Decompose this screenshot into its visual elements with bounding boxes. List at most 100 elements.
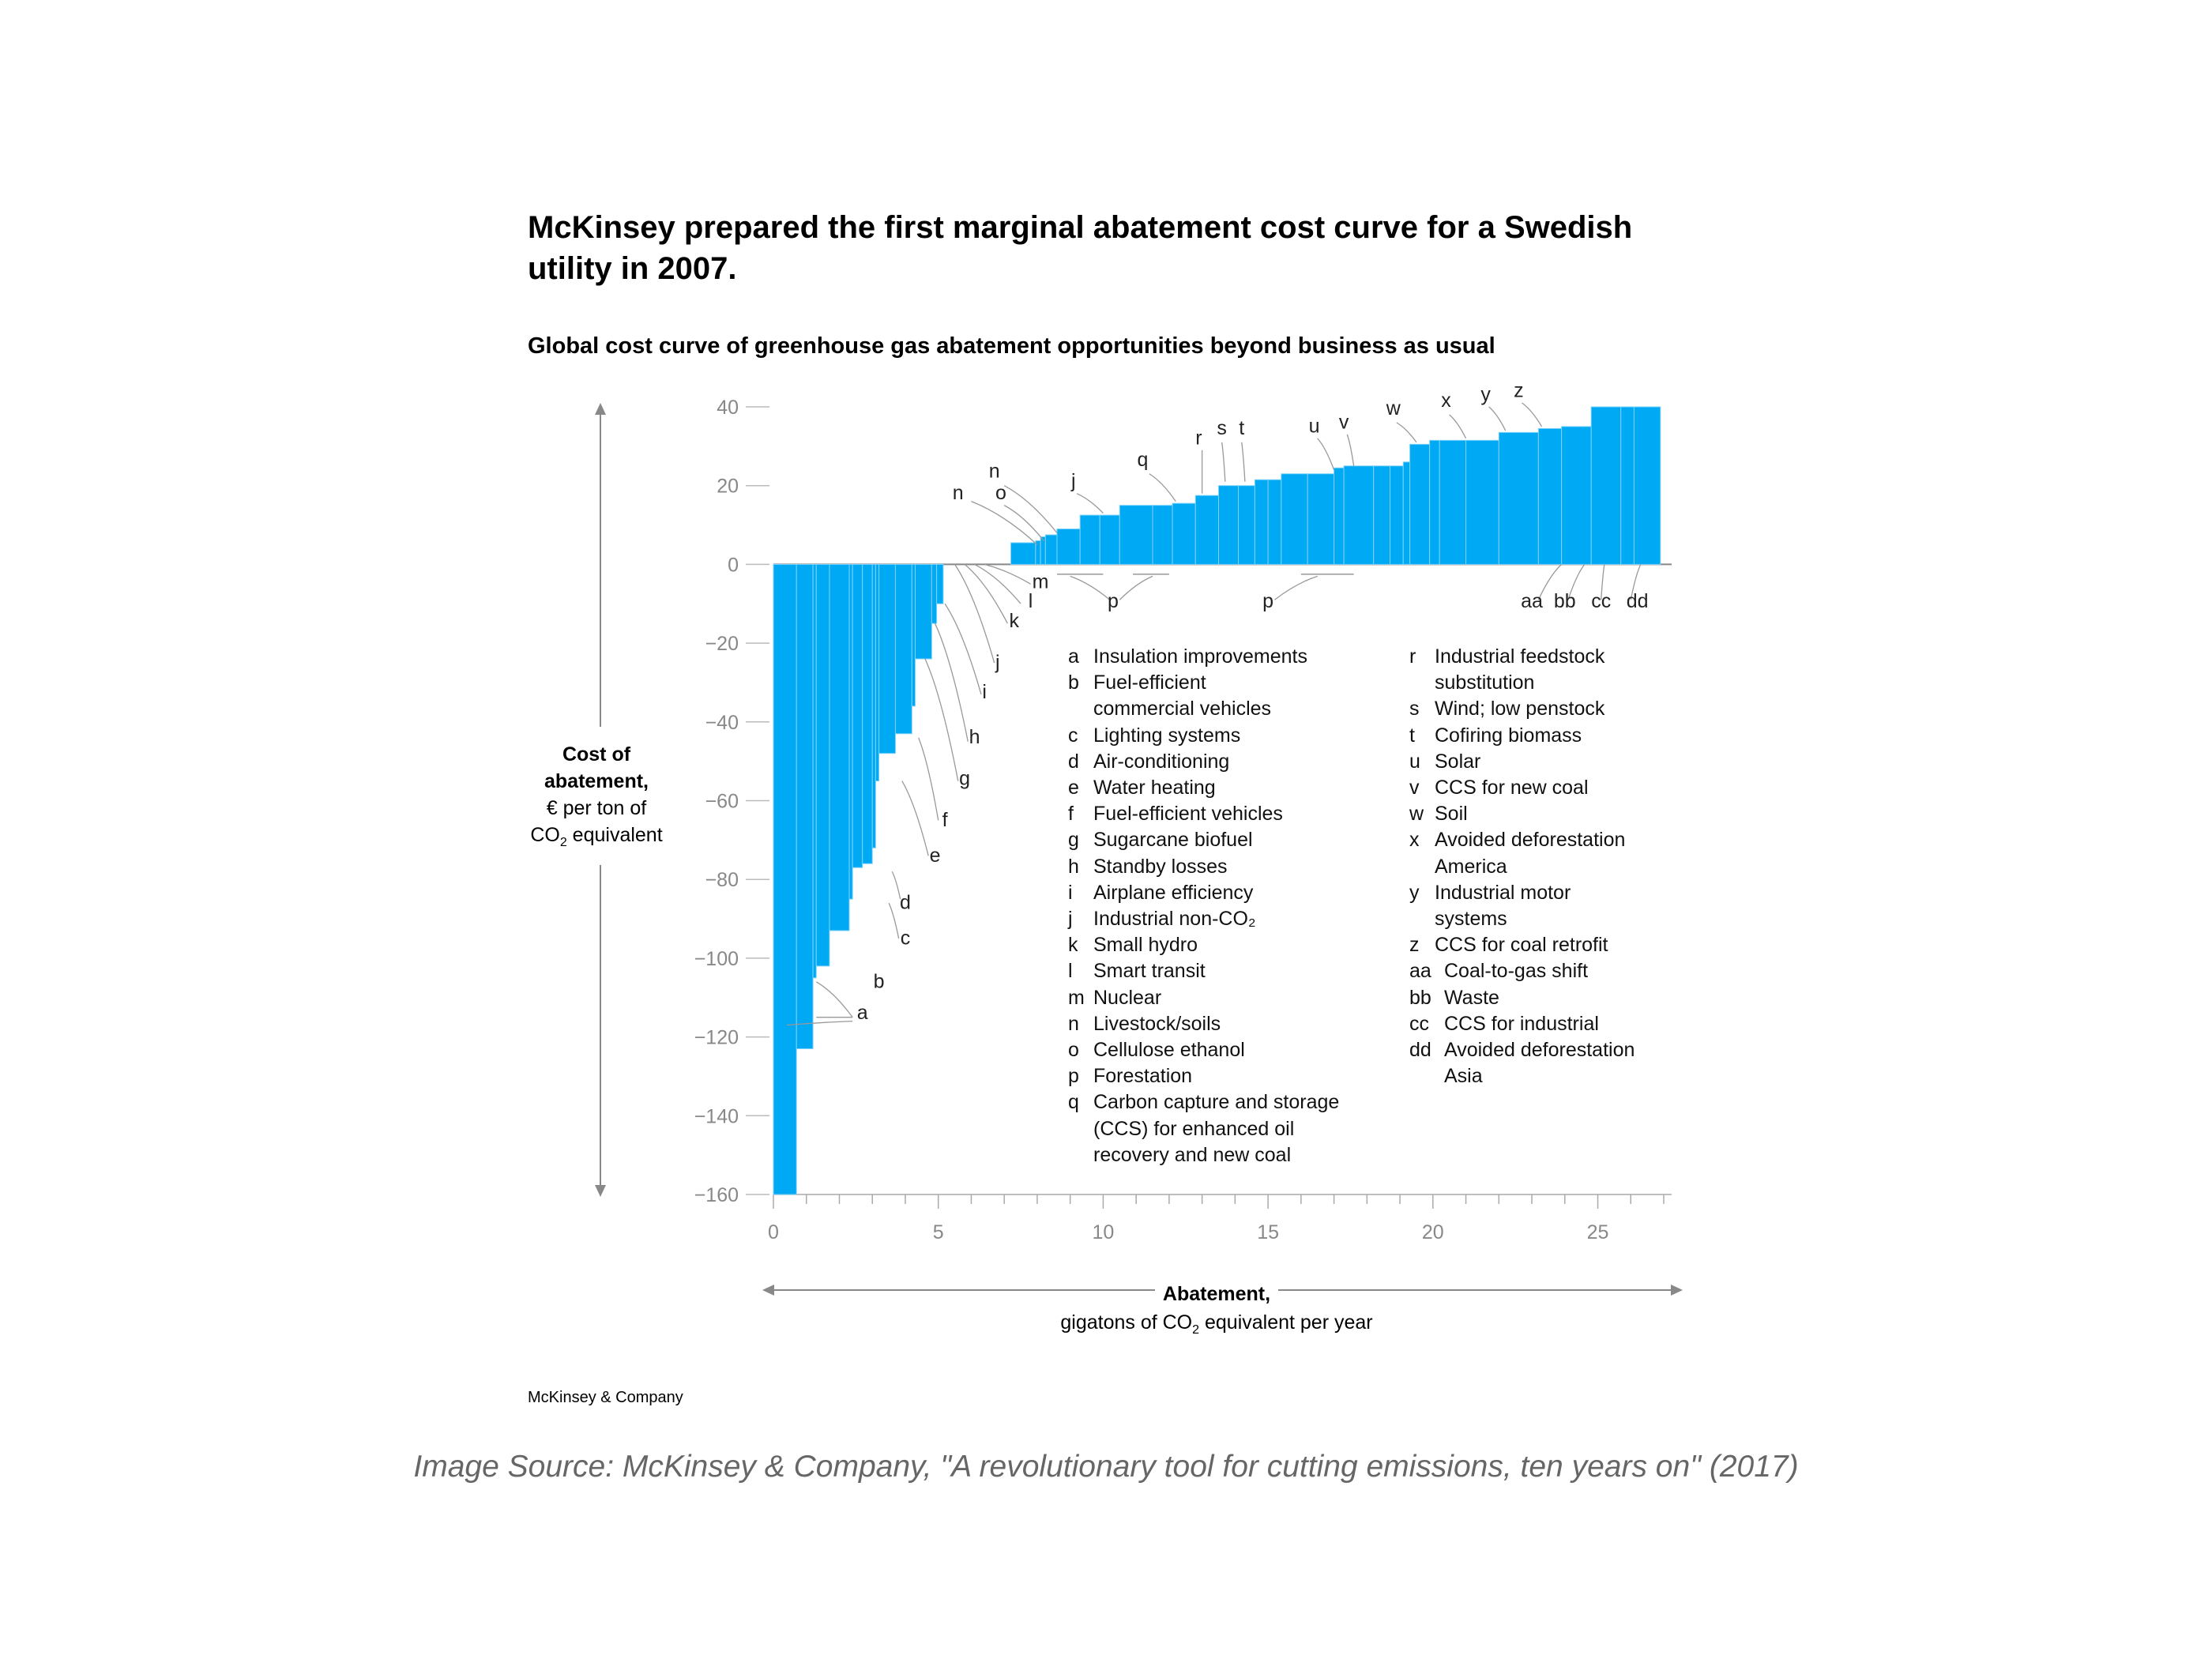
brand-footer: McKinsey & Company [528, 1389, 683, 1406]
bar [1439, 439, 1467, 565]
leader-line [984, 563, 1031, 585]
x-tick-label: 15 [1257, 1221, 1279, 1243]
y-tick-label: −80 [705, 869, 739, 891]
bar-label: aa [1521, 590, 1543, 612]
bar-label: w [1386, 397, 1401, 419]
bar-label: n [953, 482, 964, 504]
legend-key: q [1068, 1091, 1079, 1114]
legend-key: dd [1409, 1039, 1431, 1062]
x-axis-title-main: Abatement, [1154, 1283, 1279, 1305]
legend-item: n Livestock/soils [1068, 1011, 1339, 1037]
legend-text: Lighting systems [1093, 724, 1241, 747]
y-tick-label: 0 [728, 554, 739, 576]
leader-line [1537, 563, 1563, 600]
legend-text: Avoided deforestation America [1435, 829, 1626, 878]
bar-label: y [1480, 384, 1491, 406]
legend-right: r Industrial feedstock substitution s Wind;… [1409, 644, 1635, 1089]
legend-item: c Lighting systems [1068, 723, 1339, 749]
bar [796, 563, 814, 1050]
leader-line [1567, 564, 1586, 600]
bar [815, 563, 830, 967]
x-tick-label: 25 [1587, 1221, 1609, 1243]
arrowhead-down [595, 1185, 606, 1197]
legend-text: Wind; low penstock [1435, 698, 1605, 720]
leader-line [815, 981, 853, 1018]
leader-line [1003, 505, 1044, 541]
legend-key: w [1409, 803, 1424, 826]
legend-item: q Carbon capture and storage (CCS) for en… [1068, 1089, 1339, 1168]
bar [1620, 406, 1635, 565]
leader-line [934, 623, 969, 742]
legend-item: r Industrial feedstock substitution [1409, 644, 1635, 696]
legend-key: t [1409, 724, 1415, 747]
legend-text: Smart transit [1093, 960, 1206, 983]
legend-key: b [1068, 672, 1079, 694]
legend-item: e Water heating [1068, 775, 1339, 801]
y-tick-label: −20 [705, 633, 739, 655]
legend-key: r [1409, 645, 1416, 668]
legend-key: k [1068, 934, 1078, 957]
bar-label: b [874, 970, 885, 992]
leader-line [1119, 575, 1153, 600]
bar [1267, 479, 1282, 565]
legend-text: Industrial feedstock substitution [1435, 645, 1605, 694]
x-axis-title: Abatement, gigatons of CO2 equivalent pe… [1019, 1280, 1414, 1345]
x-tick-label: 5 [933, 1221, 944, 1243]
leader-line [1449, 414, 1467, 439]
x-tick-label: 20 [1422, 1221, 1444, 1243]
legend-item: t Cofiring biomass [1409, 723, 1635, 749]
legend-key: bb [1409, 986, 1431, 1009]
bar [1040, 536, 1046, 565]
bar [862, 563, 873, 864]
y-tick-label: −120 [694, 1027, 739, 1049]
bar-label: e [930, 845, 941, 867]
legend-item: x Avoided deforestation America [1409, 827, 1635, 879]
bar-label: l [1029, 590, 1033, 612]
bar-label: t [1239, 417, 1244, 439]
leader-line [901, 781, 929, 856]
bar [1056, 529, 1081, 565]
arrowhead-left [762, 1285, 774, 1296]
legend-text: CCS for new coal [1435, 777, 1589, 799]
y-tick-label: −40 [705, 712, 739, 734]
bar [1498, 431, 1539, 565]
legend-text: Avoided deforestation Asia [1444, 1039, 1635, 1088]
legend-text: Water heating [1093, 777, 1216, 799]
x-tick-label: 10 [1093, 1221, 1115, 1243]
legend-key: e [1068, 777, 1079, 799]
y-axis-unit-line1: € per ton of [546, 797, 647, 819]
x-tick-label: 0 [768, 1221, 779, 1243]
bar [1172, 502, 1196, 565]
bar [1390, 465, 1404, 565]
legend-text: Standby losses [1093, 855, 1228, 878]
bar-label: k [1009, 610, 1019, 632]
leader-line [1003, 485, 1058, 533]
bar-label: c [901, 927, 911, 949]
legend-key: f [1068, 803, 1074, 826]
bar-label: h [969, 726, 980, 748]
legend-item: b Fuel-efficient commercial vehicles [1068, 670, 1339, 722]
arrowhead-up [595, 403, 606, 415]
leader-line [1601, 564, 1605, 600]
legend-key: o [1068, 1039, 1079, 1062]
leader-line [786, 1021, 853, 1026]
bar-label: u [1309, 415, 1320, 437]
bar-label: p [1262, 590, 1273, 612]
bar [871, 563, 876, 848]
y-tick-label: 40 [717, 397, 739, 419]
legend-key: i [1068, 881, 1073, 904]
legend-item: v CCS for new coal [1409, 775, 1635, 801]
legend-item: m Nuclear [1068, 985, 1339, 1011]
leader-line [1396, 422, 1417, 443]
legend-key: d [1068, 750, 1079, 773]
legend-text: Coal-to-gas shift [1444, 960, 1589, 983]
leader-line [1522, 402, 1543, 427]
leader-line [954, 564, 995, 664]
bar-label: q [1138, 449, 1149, 471]
legend-item: f Fuel-efficient vehicles [1068, 801, 1339, 827]
bar [1465, 439, 1499, 565]
bar-label: v [1339, 411, 1349, 433]
legend-key: x [1409, 829, 1420, 852]
